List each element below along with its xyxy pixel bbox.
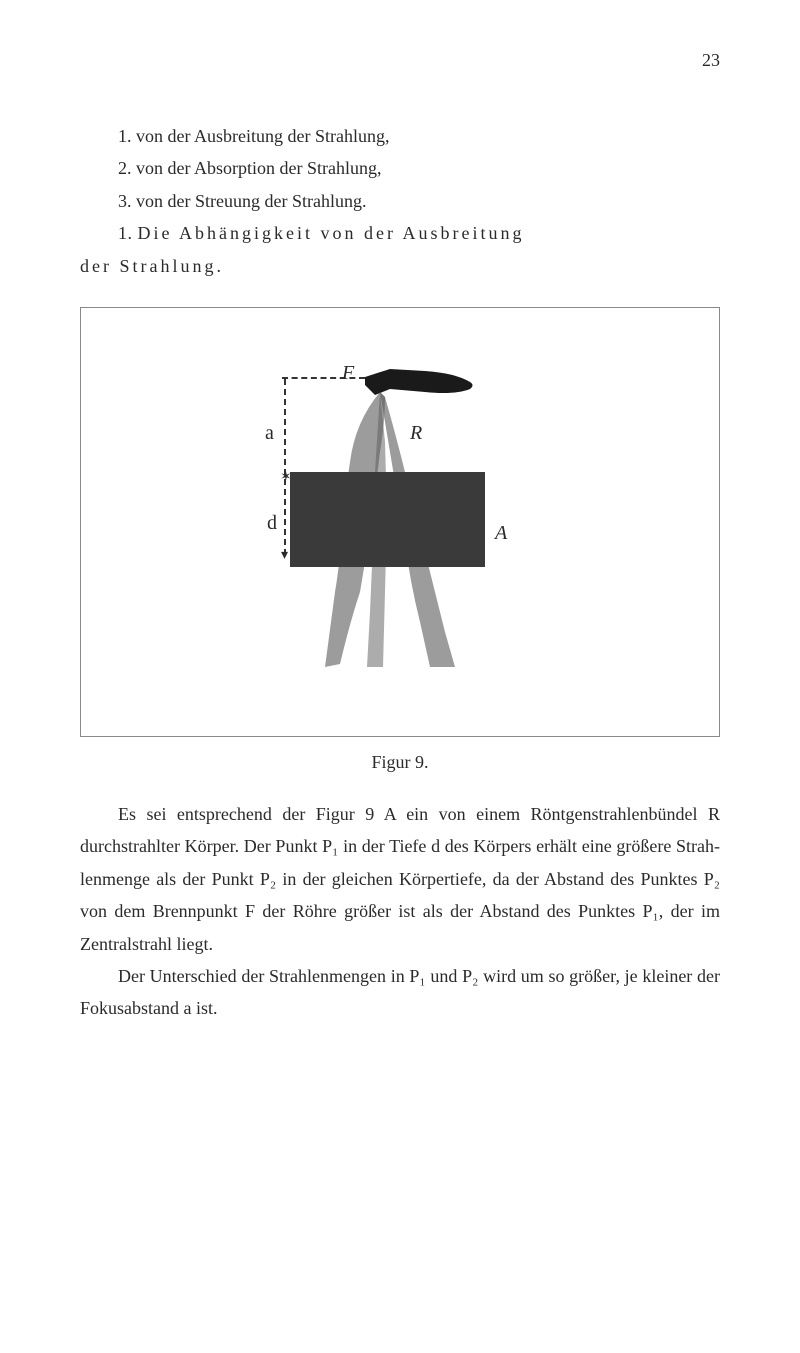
- paragraph-1: Es sei entsprechend der Figur 9 A ein vo…: [80, 798, 720, 960]
- vertical-dashed-line: [284, 379, 286, 555]
- section-heading-line1: 1. Die Abhängigkeit von der Ausbreitung: [80, 217, 720, 249]
- section-heading-line2: der Strahlung.: [80, 250, 720, 282]
- figure-container: F a ✶ d ▾ R A: [80, 307, 720, 737]
- section-text-1: Die Abhängigkeit von der Ausbreitung: [138, 223, 525, 243]
- section-number: 1.: [118, 223, 138, 243]
- list-item-1: 1. von der Ausbreitung der Strahlung,: [80, 120, 720, 152]
- label-a: a: [265, 422, 274, 445]
- label-A: A: [495, 522, 507, 545]
- dark-rectangle: [290, 472, 485, 567]
- main-content: 1. von der Ausbreitung der Strahlung, 2.…: [80, 120, 720, 1025]
- figure-diagram: F a ✶ d ▾ R A: [270, 367, 530, 677]
- figure-caption: Figur 9.: [80, 752, 720, 773]
- marker-down-icon: ▾: [281, 547, 288, 564]
- page-number: 23: [702, 50, 720, 71]
- label-F: F: [342, 362, 354, 385]
- list-item-3: 3. von der Streuung der Strahlung.: [80, 185, 720, 217]
- list-item-2: 2. von der Absorption der Strahlung,: [80, 152, 720, 184]
- body-text: Es sei entsprechend der Figur 9 A ein vo…: [80, 798, 720, 1025]
- label-d: d: [267, 512, 277, 535]
- paragraph-2: Der Unterschied der Strahlenmengen in P₁…: [80, 960, 720, 1025]
